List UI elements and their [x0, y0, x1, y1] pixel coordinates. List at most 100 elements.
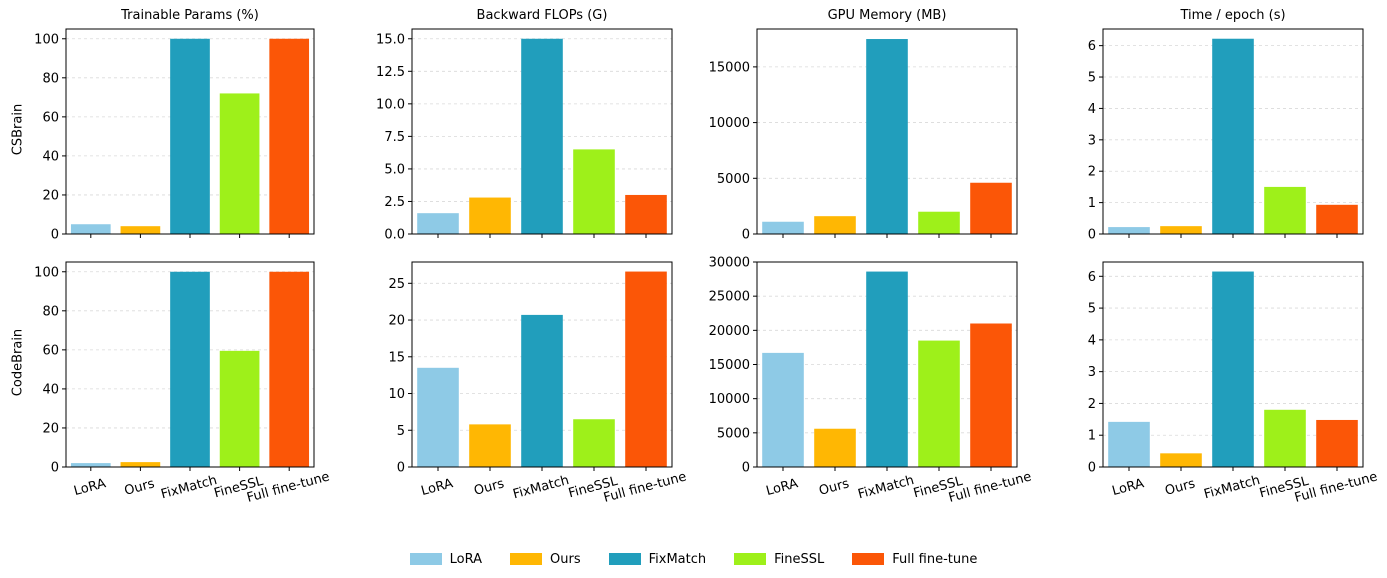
panel-csbrain-trainable-params-bar-finessl	[219, 93, 260, 234]
panel-codebrain-backward-flops-g-ytick-label: 25	[388, 277, 405, 292]
panel-csbrain-time-epoch-s-ytick-label: 1	[1088, 196, 1096, 211]
legend-label-lora: LoRA	[449, 551, 483, 567]
panel-csbrain-backward-flops-g-ytick-label: 10.0	[376, 97, 405, 112]
panel-codebrain-time-epoch-s-bar-full-fine-tune	[1316, 419, 1358, 467]
panel-codebrain-time-epoch-s-ytick-label: 6	[1088, 270, 1096, 285]
panel-codebrain-backward-flops-g-ytick-label: 15	[388, 350, 405, 365]
panel-codebrain-gpu-memory-mb-bar-full-fine-tune	[970, 323, 1012, 467]
panel-codebrain-backward-flops-g-ytick-label: 0	[397, 461, 405, 476]
panel-codebrain-gpu-memory-mb-bar-ours	[814, 428, 856, 467]
panel-codebrain-trainable-params-ytick-label: 40	[42, 382, 59, 397]
panel-csbrain-time-epoch-s-ytick-label: 0	[1088, 228, 1096, 243]
panel-csbrain-backward-flops-g-bar-full-fine-tune	[625, 194, 667, 234]
panel-csbrain-time-epoch-s-bar-lora	[1108, 227, 1150, 234]
panel-csbrain-backward-flops-g-ytick-label: 15.0	[376, 32, 405, 47]
panel-csbrain-trainable-params-ytick-label: 60	[42, 110, 59, 125]
panel-csbrain-trainable-params-bar-full-fine-tune	[269, 38, 310, 235]
panel-codebrain-gpu-memory-mb-xtick-label-fixmatch: FixMatch	[856, 473, 915, 502]
panel-codebrain-gpu-memory-mb-ytick-label: 20000	[709, 324, 750, 339]
legend-item-finessl: FineSSL	[734, 552, 824, 567]
panel-codebrain-gpu-memory-mb-bar-lora	[762, 352, 804, 467]
panel-csbrain-gpu-memory-mb-bar-ours	[814, 216, 856, 234]
panel-csbrain-time-epoch-s: 0 1 2 3 4 5 6	[1088, 28, 1364, 243]
panel-csbrain-backward-flops-g-ytick-label: 0.0	[384, 228, 405, 243]
panel-codebrain-gpu-memory-mb-ytick-label: 0	[742, 461, 750, 476]
panel-codebrain-backward-flops-g-xtick-label-ours: Ours	[472, 476, 506, 498]
panel-csbrain-time-epoch-s-bar-finessl	[1264, 186, 1306, 234]
column-title-gpu-memory: GPU Memory (MB)	[827, 8, 947, 23]
panel-codebrain-time-epoch-s-xtick-label-fixmatch: FixMatch	[1202, 473, 1261, 502]
legend-swatch-fixmatch	[608, 553, 641, 565]
legend-label-full-fine-tune: Full fine-tune	[892, 551, 978, 567]
panel-codebrain-gpu-memory-mb-ytick-label: 15000	[709, 358, 750, 373]
legend-label-fixmatch: FixMatch	[648, 551, 707, 567]
panel-codebrain-trainable-params-bar-fixmatch	[170, 271, 210, 467]
panel-csbrain-gpu-memory-mb: 0 5000 10000 15000	[709, 28, 1018, 243]
panel-codebrain-backward-flops-g-ytick-label: 20	[388, 314, 405, 329]
panel-codebrain-backward-flops-g-bar-full-fine-tune	[625, 271, 667, 467]
panel-codebrain-backward-flops-g-bar-fixmatch	[521, 314, 563, 467]
column-title-time-per-epoch: Time / epoch (s)	[1180, 8, 1286, 23]
panel-codebrain-trainable-params-xtick-label-fixmatch: FixMatch	[159, 473, 218, 502]
legend-label-finessl: FineSSL	[774, 551, 825, 567]
panel-csbrain-gpu-memory-mb-bar-lora	[762, 221, 804, 234]
panel-codebrain-trainable-params-bar-lora	[70, 463, 111, 467]
panel-codebrain-gpu-memory-mb-bar-finessl	[918, 340, 960, 467]
panel-csbrain-time-epoch-s-bar-ours	[1160, 226, 1202, 234]
panel-codebrain-time-epoch-s-xtick-label-lora: LoRA	[1111, 476, 1146, 499]
panel-codebrain-backward-flops-g-xtick-label-lora: LoRA	[420, 476, 455, 499]
panel-codebrain-gpu-memory-mb-ytick-label: 25000	[709, 290, 750, 305]
panel-csbrain-backward-flops-g: 0.0 2.5 5.0 7.5 10.0 12.5 15.0	[376, 28, 673, 243]
legend-item-fixmatch: FixMatch	[608, 551, 707, 567]
panel-codebrain-time-epoch-s-ytick-label: 0	[1088, 461, 1096, 476]
panel-csbrain-trainable-params: 0 20 40 60 80 100	[34, 28, 315, 243]
panel-codebrain-time-epoch-s-ytick-label: 4	[1088, 333, 1096, 348]
legend-swatch-lora	[409, 553, 442, 565]
panel-codebrain-time-epoch-s-xtick-label-ours: Ours	[1163, 476, 1197, 498]
panel-codebrain-gpu-memory-mb-xtick-label-ours: Ours	[817, 476, 851, 498]
charts-svg: 0204060801000.02.55.07.510.012.515.00500…	[34, 28, 1379, 506]
panel-codebrain-gpu-memory-mb-bar-fixmatch	[866, 271, 908, 467]
panel-csbrain-gpu-memory-mb-ytick-label: 0	[742, 228, 750, 243]
legend-swatch-ours	[510, 553, 543, 565]
panel-codebrain-gpu-memory-mb-ytick-label: 5000	[717, 426, 750, 441]
panel-codebrain-time-epoch-s-bar-finessl	[1264, 409, 1306, 467]
panel-codebrain-time-epoch-s-ytick-label: 3	[1088, 365, 1096, 380]
column-title-trainable-params: Trainable Params (%)	[121, 8, 259, 23]
panel-codebrain-backward-flops-g-ytick-label: 10	[388, 387, 405, 402]
panel-codebrain-trainable-params-ytick-label: 100	[34, 265, 59, 280]
panel-csbrain-trainable-params-ytick-label: 100	[34, 32, 59, 47]
panel-csbrain-gpu-memory-mb-bar-full-fine-tune	[970, 182, 1012, 234]
panel-csbrain-time-epoch-s-ytick-label: 3	[1088, 133, 1096, 148]
panel-codebrain-trainable-params-ytick-label: 0	[51, 461, 59, 476]
panel-csbrain-time-epoch-s-ytick-label: 5	[1088, 71, 1096, 86]
panel-csbrain-gpu-memory-mb-ytick-label: 10000	[709, 116, 750, 131]
legend-swatch-full-fine-tune	[852, 553, 885, 565]
panel-codebrain-backward-flops-g-bar-ours	[469, 424, 511, 467]
panel-csbrain-backward-flops-g-bar-finessl	[573, 149, 615, 234]
panel-codebrain-trainable-params-bar-finessl	[219, 350, 260, 467]
panel-csbrain-trainable-params-bar-fixmatch	[170, 38, 210, 235]
panel-csbrain-trainable-params-bar-ours	[120, 226, 161, 234]
legend: LoRA Ours FixMatch FineSSL Full fine-tune	[0, 548, 1387, 570]
panel-codebrain-time-epoch-s-ytick-label: 1	[1088, 429, 1096, 444]
panel-codebrain-time-epoch-s-bar-ours	[1160, 453, 1202, 467]
panel-codebrain-trainable-params-ytick-label: 60	[42, 343, 59, 358]
panel-csbrain-backward-flops-g-bar-fixmatch	[521, 38, 563, 235]
panel-codebrain-trainable-params-xtick-label-ours: Ours	[123, 476, 157, 498]
legend-item-full-fine-tune: Full fine-tune	[852, 552, 977, 567]
panel-csbrain-gpu-memory-mb-ytick-label: 15000	[709, 60, 750, 75]
panel-codebrain-gpu-memory-mb: 0 5000 10000 15000 20000 25000 30000 LoRA Ours Fi…	[709, 256, 1033, 506]
panel-csbrain-trainable-params-ytick-label: 80	[42, 71, 59, 86]
panel-codebrain-backward-flops-g-xtick-label-fixmatch: FixMatch	[511, 473, 570, 502]
panel-csbrain-trainable-params-ytick-label: 40	[42, 149, 59, 164]
panel-csbrain-time-epoch-s-ytick-label: 6	[1088, 39, 1096, 54]
panel-codebrain-trainable-params-bar-full-fine-tune	[269, 271, 310, 467]
panel-codebrain-backward-flops-g-bar-lora	[417, 367, 459, 467]
panel-codebrain-trainable-params-bar-ours	[120, 462, 161, 467]
panel-csbrain-backward-flops-g-ytick-label: 7.5	[384, 130, 405, 145]
panel-codebrain-time-epoch-s-ytick-label: 5	[1088, 302, 1096, 317]
panel-csbrain-backward-flops-g-ytick-label: 5.0	[384, 162, 405, 177]
panel-csbrain-time-epoch-s-ytick-label: 4	[1088, 102, 1096, 117]
